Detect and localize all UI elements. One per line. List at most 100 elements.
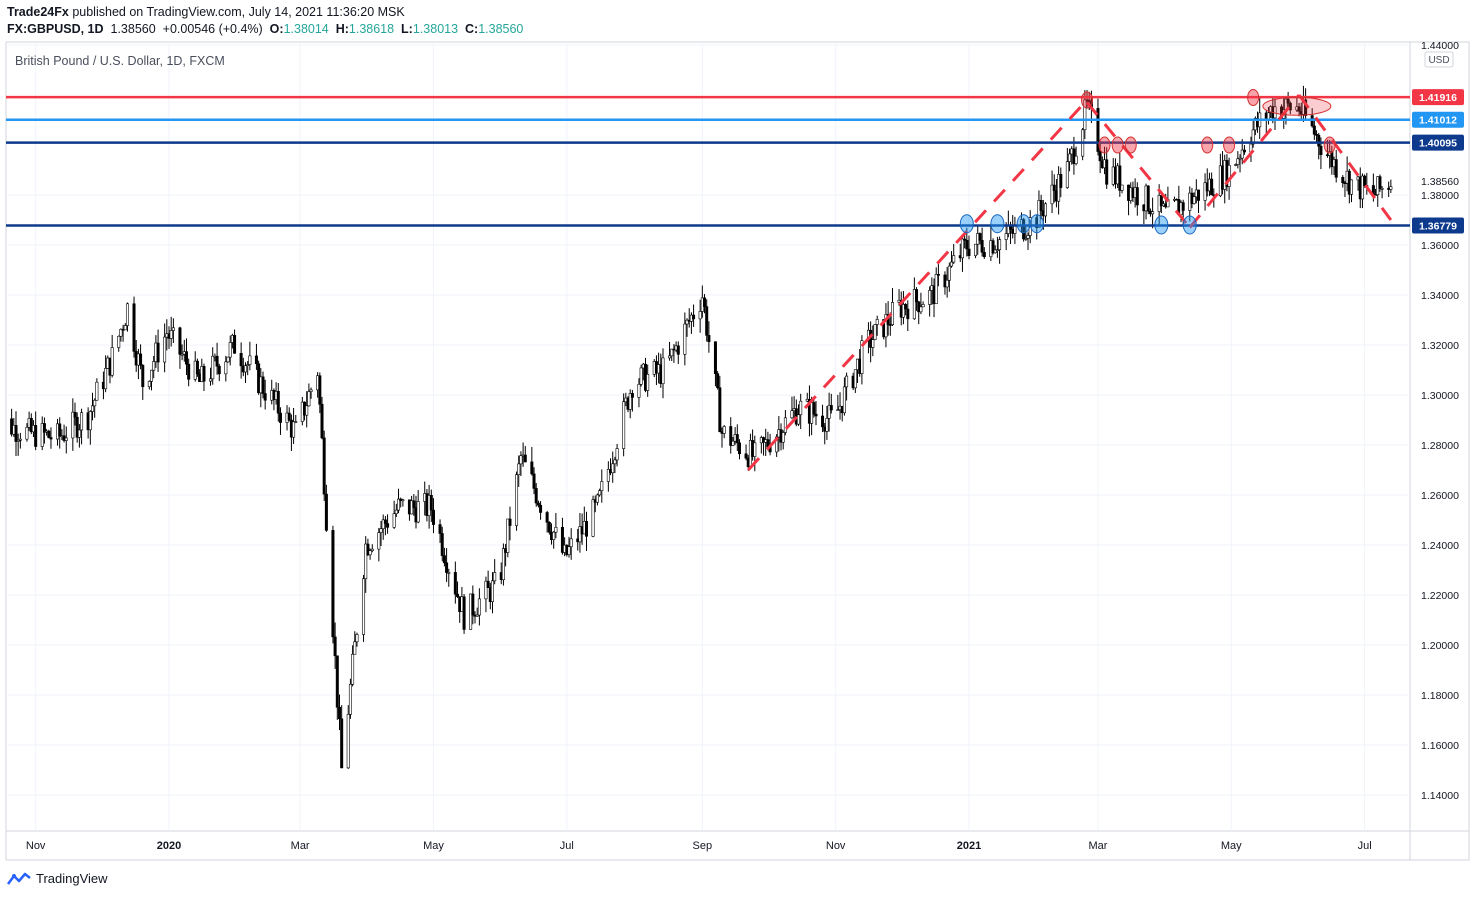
candle-body [1044,203,1048,217]
candle-body [226,356,230,363]
candle-body [707,335,711,343]
candle-body [440,533,444,556]
candle-body [567,546,571,555]
candle-body [1004,233,1008,240]
candle-body [1181,202,1185,211]
candle-body [416,501,420,523]
candle-body [318,375,322,405]
candle-body [453,572,457,595]
candle-body [595,494,599,503]
candle-body [64,437,68,441]
price-tick-label: 1.24000 [1421,540,1459,552]
candle-body [431,509,435,525]
candle-body [104,368,108,390]
candle-body [117,335,121,348]
candle-body [239,353,243,367]
candle-body [490,580,494,603]
time-tick-label: May [1221,840,1242,852]
candle-body [639,367,643,385]
candle-body [825,418,829,432]
candle-body [217,365,221,375]
candle-body [1087,99,1091,102]
time-tick-label: Nov [826,840,846,852]
candle-body [928,290,932,305]
candle-body [261,376,265,394]
candle-body [471,593,475,616]
low-label: L: [401,22,413,36]
candle-body [484,580,488,600]
candle-body [1105,159,1109,185]
candle-body [71,411,75,439]
candle-body [591,499,595,537]
candle-body [1210,178,1214,196]
candle-body [180,353,184,356]
candle-body [1037,200,1041,229]
candle-body [890,302,894,325]
time-tick-label: Jul [1358,840,1372,852]
candle-body [58,423,62,437]
candle-body [1240,149,1244,159]
open-label: O: [269,22,284,36]
price-tick-label: 1.44000 [1421,40,1459,52]
candle-body [685,319,689,325]
candle-body [110,347,114,376]
close-label: C: [465,22,479,36]
candle-body [475,614,479,617]
candle-body [1286,98,1290,104]
candle-body [845,375,849,388]
candle-body [1059,174,1063,188]
candle-body [309,389,313,392]
candle-body [287,412,291,421]
author-name[interactable]: Trade24Fx [7,5,69,19]
touch-markers [959,89,1336,235]
candle-body [965,239,969,250]
candle-body [827,405,831,419]
candle-body [515,474,519,526]
time-axis[interactable]: Nov 2020 Mar May Jul Sep Nov 2021 Mar May Jul [26,840,1372,852]
candle-body [790,410,794,419]
trend-lines [747,94,1393,472]
price-tick-label: 1.20000 [1421,640,1459,652]
candle-body [178,327,182,355]
candle-body [263,393,267,401]
candle-body [860,340,864,374]
candle-body [1227,165,1231,187]
candle-body [904,304,908,310]
candle-body [276,391,280,414]
candle-body [187,363,191,380]
candle-body [1238,157,1242,160]
candle-body [967,248,971,256]
candle-body [501,548,505,581]
candle-body [947,265,951,281]
candle-body [888,324,892,326]
candle-body [486,580,490,588]
candle-body [377,532,381,550]
candle-body [150,369,154,382]
time-tick-label: May [423,840,444,852]
candle-body [950,261,954,267]
symbol-info: FX:GBPUSD, 1D 1.38560 +0.00546 (+0.4%) O… [7,22,523,36]
candle-body [506,518,510,553]
candle-body [248,355,252,365]
candle-body [600,481,604,491]
price-axis[interactable]: 1.44000 1.38000 1.36000 1.34000 1.32000 1.300… [1421,40,1459,802]
candle-body [442,555,446,564]
candle-body [615,448,619,461]
close-value: 1.38560 [478,22,524,36]
candle-body [534,488,538,504]
candle-body [307,391,311,407]
currency-badge-box [1424,51,1454,68]
candle-body [821,415,825,428]
candle-body [611,463,615,474]
candle-body [337,706,341,720]
tradingview-logo[interactable]: TradingView [7,871,108,886]
candle-body [348,683,352,715]
candle-body [1065,161,1069,188]
candle-body [351,653,355,685]
candle-body [646,373,650,391]
level-label: 1.40095 [1419,138,1457,150]
resistance-touch-marker [1081,91,1094,109]
price-tick-label: 1.28000 [1421,440,1459,452]
candle-body [554,526,558,533]
